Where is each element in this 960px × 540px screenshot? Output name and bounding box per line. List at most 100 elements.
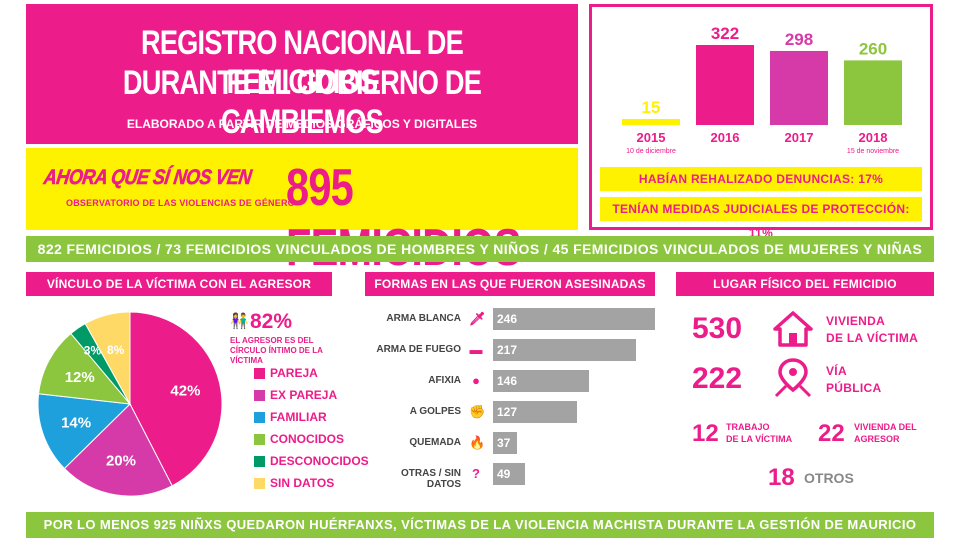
- legend-swatch: [254, 456, 265, 467]
- legend-label: EX PAREJA: [270, 388, 338, 402]
- lugar-otros-count: 18: [768, 464, 795, 491]
- house-icon: [773, 311, 813, 347]
- year-label-2017: 2017: [785, 130, 814, 145]
- legend-swatch: [254, 368, 265, 379]
- year-value-2017: 298: [785, 30, 813, 49]
- pie-slice-conocidos: [38, 332, 132, 405]
- legend-label: CONOCIDOS: [270, 432, 345, 446]
- forma-bar-2: [493, 370, 590, 392]
- forma-bar-0: [493, 308, 655, 330]
- fist-icon: ✊: [469, 404, 486, 419]
- year-bar-2016: [696, 45, 754, 125]
- question-icon: ?: [472, 466, 480, 481]
- logo-subtitle: OBSERVATORIO DE LAS VIOLENCIAS DE GÉNERO: [66, 198, 295, 208]
- logo: AHORA QUE SÍ NOS VEN: [42, 166, 253, 190]
- knife-icon: 🗡: [469, 311, 486, 326]
- map-pin-icon: [774, 358, 812, 398]
- year-note-2015: 10 de diciembre: [626, 148, 676, 155]
- lugar-trabajo-label1: TRABAJO: [726, 422, 770, 432]
- summary-strip: 822 FEMICIDIOS / 73 FEMICIDIOS VINCULADO…: [26, 236, 934, 262]
- vinculo-header: VÍNCULO DE LA VÍCTIMA CON EL AGRESOR: [26, 272, 332, 296]
- person-icon: ●: [472, 373, 480, 388]
- intimate-circle-pct: 82%: [250, 310, 293, 333]
- pie-label-pareja: 42%: [170, 383, 200, 400]
- year-note-2018: 15 de noviembre: [847, 148, 899, 155]
- forma-label-2: AFIXIA: [428, 375, 461, 386]
- forma-label-5: OTRAS / SIN DATOS: [400, 468, 461, 490]
- forma-label-0: ARMA BLANCA: [386, 313, 461, 324]
- pie-label-desconocidos: 3%: [84, 343, 102, 357]
- legend-swatch: [254, 434, 265, 445]
- lugar-header: LUGAR FÍSICO DEL FEMICIDIO: [676, 272, 934, 296]
- forma-label-4: QUEMADA: [409, 437, 461, 448]
- stat-denuncias: HABÍAN REHALIZADO DENUNCIAS: 17%: [600, 167, 922, 191]
- intimate-circle-text: EL AGRESOR ES DEL CÍRCULO ÍNTIMO DE LA V…: [230, 336, 323, 365]
- lugar-vivienda-count: 530: [692, 312, 743, 345]
- orphans-strip: POR LO MENOS 925 NIÑXS QUEDARON HUÉRFANX…: [26, 512, 934, 538]
- pie-slice-familiar: [37, 393, 132, 470]
- pie-label-sin-datos: 8%: [107, 343, 125, 357]
- years-panel: 15 2015 10 de diciembre 322 2016 298 2017 260 20…: [589, 4, 933, 240]
- year-value-2016: 322: [711, 24, 739, 43]
- forma-bar-1: [493, 339, 636, 361]
- lugar-via-label2: PÚBLICA: [826, 381, 882, 395]
- legend-label: FAMILIAR: [270, 410, 327, 424]
- lugar-vivienda-label1: VIVIENDA: [826, 314, 886, 328]
- people-icon: 👫: [230, 313, 249, 330]
- forma-value-5: 49: [497, 467, 511, 481]
- pie-label-familiar: 14%: [61, 415, 91, 432]
- forma-value-2: 146: [497, 374, 518, 388]
- legend-label: PAREJA: [270, 366, 318, 380]
- lugar-via-count: 222: [692, 362, 743, 395]
- year-bar-2015: [622, 119, 680, 125]
- lugar-section: 530 VIVIENDA DE LA VÍCTIMA 222 VÍA PÚBLI…: [676, 298, 934, 508]
- stat-medidas: TENÍAN MEDIDAS JUDICIALES DE PROTECCIÓN:…: [600, 197, 922, 240]
- legend-swatch: [254, 478, 265, 489]
- lugar-agresor-label2: AGRESOR: [854, 434, 900, 444]
- forma-value-1: 217: [497, 343, 518, 357]
- forma-value-3: 127: [497, 405, 518, 419]
- forma-bar-5: [493, 463, 526, 485]
- forma-bar-3: [493, 401, 577, 423]
- forma-label-3: A GOLPES: [409, 406, 461, 417]
- year-label-2016: 2016: [711, 130, 740, 145]
- pie-label-ex-pareja: 20%: [106, 452, 136, 469]
- forma-value-4: 37: [497, 436, 511, 450]
- lugar-agresor-count: 22: [818, 420, 845, 447]
- year-bar-2017: [770, 50, 828, 125]
- forma-bar-4: [493, 432, 518, 454]
- gun-icon: ▬: [469, 342, 483, 357]
- pie-slice-sin-datos: [84, 311, 131, 406]
- total-banner: AHORA QUE SÍ NOS VEN OBSERVATORIO DE LAS…: [26, 148, 578, 277]
- vinculo-pie-chart: 42% 20% 14% 12% 3% 8%: [37, 311, 223, 497]
- year-label-2015: 2015: [637, 130, 666, 145]
- legend-label: SIN DATOS: [270, 476, 335, 490]
- legend-swatch: [254, 390, 265, 401]
- lugar-otros-label: OTROS: [804, 470, 854, 486]
- pie-slice-pareja: [129, 311, 223, 487]
- year-label-2018: 2018: [859, 130, 888, 145]
- lugar-trabajo-label2: DE LA VÍCTIMA: [726, 434, 793, 444]
- formas-bar-chart: ARMA BLANCA 🗡 246 ARMA DE FUEGO ▬ 217 AFIXIA ● 1…: [365, 300, 665, 500]
- years-bar-chart: 15 2015 10 de diciembre 322 2016 298 2017 260 20…: [622, 24, 902, 155]
- title-line-2: DURANTE EL GOBIERNO DE CAMBIEMOS: [122, 64, 482, 141]
- year-value-2015: 15: [642, 98, 661, 117]
- subtitle: ELABORADO A PARTIR DE MEDIOS GRÁFICOS Y …: [126, 117, 478, 131]
- lugar-via-label1: VÍA: [826, 364, 847, 378]
- lugar-vivienda-label2: DE LA VÍCTIMA: [826, 331, 919, 345]
- pie-slice-ex-pareja: [63, 403, 173, 497]
- fire-icon: 🔥: [469, 435, 486, 450]
- legend-swatch: [254, 412, 265, 423]
- pie-label-conocidos: 12%: [65, 369, 95, 386]
- lugar-agresor-label1: VIVIENDA DEL: [854, 422, 917, 432]
- year-value-2018: 260: [859, 39, 887, 58]
- title-block: REGISTRO NACIONAL DE FEMICIDIOS DURANTE …: [26, 4, 578, 144]
- vinculo-section: 42% 20% 14% 12% 3% 8% 👫 82% EL AGRESOR ES DEL…: [26, 298, 369, 508]
- year-bar-2018: [844, 60, 902, 125]
- lugar-trabajo-count: 12: [692, 420, 719, 447]
- forma-label-1: ARMA DE FUEGO: [376, 344, 461, 355]
- legend-label: DESCONOCIDOS: [270, 454, 369, 468]
- forma-value-0: 246: [497, 312, 518, 326]
- formas-header: FORMAS EN LAS QUE FUERON ASESINADAS: [365, 272, 655, 296]
- title-line-1: REGISTRO NACIONAL DE FEMICIDIOS: [140, 24, 464, 101]
